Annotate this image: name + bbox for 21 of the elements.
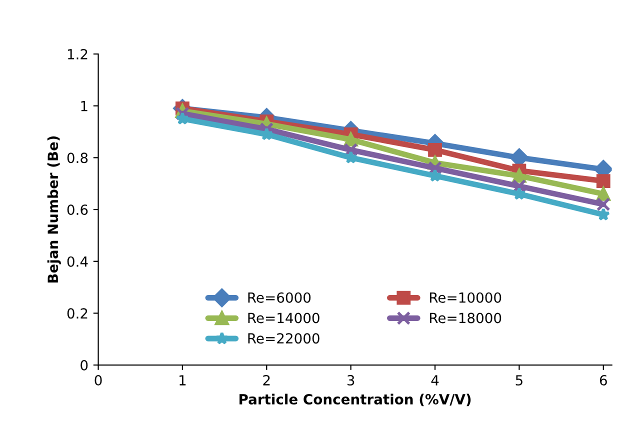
y-tick-label: 0.4 <box>67 256 88 267</box>
y-tick-label: 1.2 <box>68 48 88 60</box>
y-tick-label: 0.8 <box>67 152 88 164</box>
y-tick-label: 0.6 <box>67 204 88 215</box>
legend-label: Re=18000 <box>430 312 502 324</box>
legend-label: Re=10000 <box>430 292 502 303</box>
x-tick-label: 0 <box>94 375 102 386</box>
x-tick-label: 4 <box>431 375 439 386</box>
x-tick-label: 3 <box>347 375 354 386</box>
legend-label: Re=6000 <box>248 292 311 303</box>
y-tick-label: 0 <box>80 360 88 371</box>
y-tick-label: 0.2 <box>67 308 88 319</box>
y-tick-label: 1 <box>81 100 88 112</box>
x-tick-label: 5 <box>516 375 522 386</box>
x-tick-label: 6 <box>600 375 607 386</box>
x-tick-label: 1 <box>180 375 186 386</box>
legend-label: Re=14000 <box>248 312 320 324</box>
y-axis-title: Bejan Number (Be) <box>47 136 61 283</box>
legend-label: Re=22000 <box>248 333 320 344</box>
x-axis-title: Particle Concentration (%V/V) <box>240 394 471 406</box>
x-tick-label: 2 <box>263 375 270 386</box>
